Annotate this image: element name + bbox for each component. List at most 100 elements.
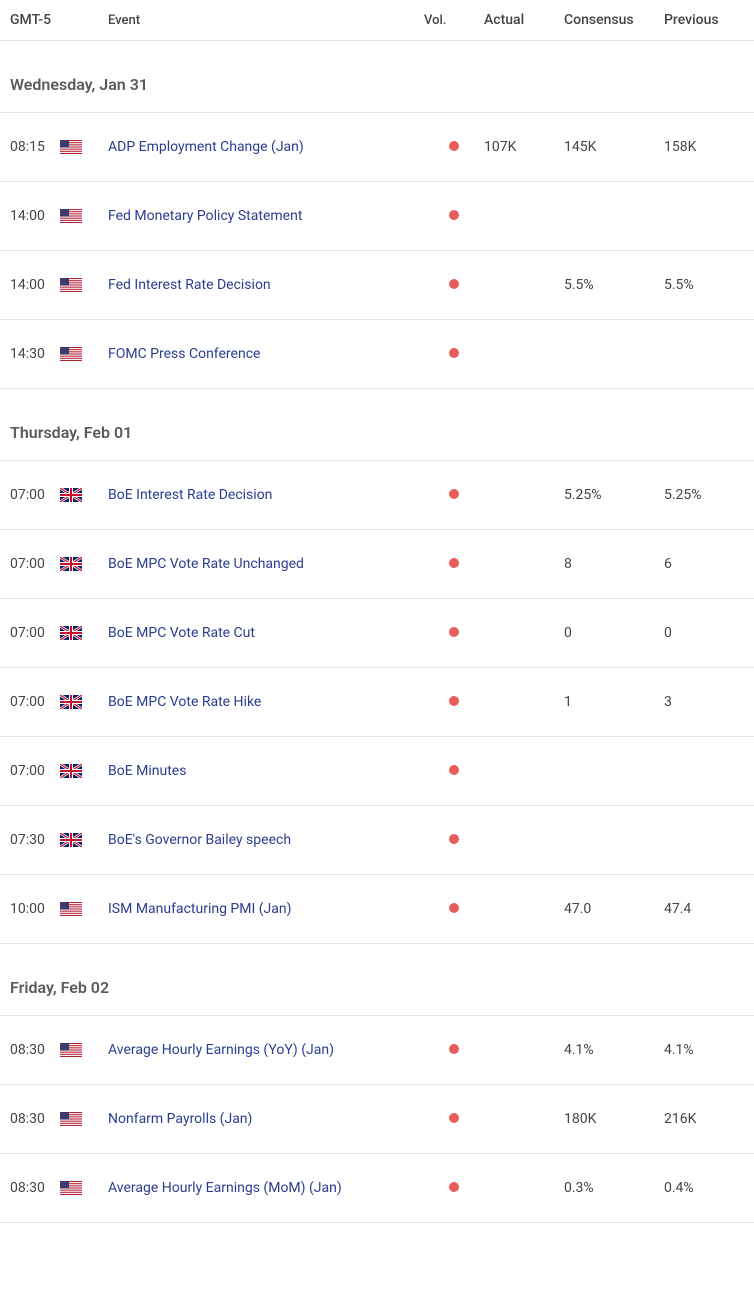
volatility-indicator	[424, 346, 484, 362]
event-previous: 216K	[664, 1111, 744, 1127]
event-actual: 107K	[484, 139, 564, 155]
event-previous: 0	[664, 625, 744, 641]
volatility-indicator	[424, 1180, 484, 1196]
event-time: 07:00	[10, 763, 60, 779]
country-flag-icon	[60, 140, 108, 154]
volatility-dot-icon	[449, 627, 459, 637]
volatility-indicator	[424, 1042, 484, 1058]
header-event[interactable]: Event	[108, 13, 424, 28]
volatility-dot-icon	[449, 1182, 459, 1192]
country-flag-icon	[60, 695, 108, 709]
event-row[interactable]: 08:30 Nonfarm Payrolls (Jan) 180K216K	[0, 1085, 754, 1154]
volatility-indicator	[424, 208, 484, 224]
event-row[interactable]: 07:00 BoE Interest Rate Decision 5.25%5.25…	[0, 461, 754, 530]
volatility-indicator	[424, 763, 484, 779]
event-link[interactable]: ISM Manufacturing PMI (Jan)	[108, 901, 292, 917]
event-link[interactable]: ADP Employment Change (Jan)	[108, 139, 304, 155]
header-consensus[interactable]: Consensus	[564, 12, 664, 28]
event-previous: 5.25%	[664, 487, 744, 503]
event-link[interactable]: Fed Interest Rate Decision	[108, 277, 271, 293]
volatility-dot-icon	[449, 558, 459, 568]
event-time: 07:00	[10, 556, 60, 572]
calendar-body: Wednesday, Jan 3108:15ADP Employment Cha…	[0, 41, 754, 1223]
volatility-dot-icon	[449, 489, 459, 499]
header-previous[interactable]: Previous	[664, 12, 744, 28]
event-time: 08:30	[10, 1180, 60, 1196]
volatility-indicator	[424, 694, 484, 710]
event-row[interactable]: 07:00 BoE Minutes	[0, 737, 754, 806]
country-flag-icon	[60, 347, 108, 361]
country-flag-icon	[60, 1043, 108, 1057]
event-consensus: 4.1%	[564, 1042, 664, 1058]
event-link[interactable]: Nonfarm Payrolls (Jan)	[108, 1111, 252, 1127]
country-flag-icon	[60, 557, 108, 571]
event-time: 14:00	[10, 277, 60, 293]
volatility-indicator	[424, 139, 484, 155]
event-time: 07:00	[10, 487, 60, 503]
volatility-dot-icon	[449, 1113, 459, 1123]
event-consensus: 5.25%	[564, 487, 664, 503]
event-row[interactable]: 10:00 ISM Manufacturing PMI (Jan) 47.047.4	[0, 875, 754, 944]
event-row[interactable]: 07:00 BoE MPC Vote Rate Unchanged 86	[0, 530, 754, 599]
volatility-dot-icon	[449, 141, 459, 151]
event-link[interactable]: Average Hourly Earnings (YoY) (Jan)	[108, 1042, 334, 1058]
event-consensus: 47.0	[564, 901, 664, 917]
event-time: 08:30	[10, 1042, 60, 1058]
volatility-indicator	[424, 832, 484, 848]
event-link[interactable]: BoE MPC Vote Rate Cut	[108, 625, 255, 641]
event-previous: 47.4	[664, 901, 744, 917]
event-row[interactable]: 08:30 Average Hourly Earnings (MoM) (Jan)…	[0, 1154, 754, 1223]
volatility-indicator	[424, 556, 484, 572]
header-actual[interactable]: Actual	[484, 12, 564, 28]
event-time: 07:00	[10, 694, 60, 710]
country-flag-icon	[60, 626, 108, 640]
event-link[interactable]: FOMC Press Conference	[108, 346, 260, 362]
event-previous: 6	[664, 556, 744, 572]
event-consensus: 5.5%	[564, 277, 664, 293]
event-time: 08:30	[10, 1111, 60, 1127]
event-time: 14:00	[10, 208, 60, 224]
date-header: Friday, Feb 02	[0, 944, 754, 1016]
volatility-indicator	[424, 487, 484, 503]
event-link[interactable]: Fed Monetary Policy Statement	[108, 208, 302, 224]
header-time[interactable]: GMT-5	[10, 12, 60, 28]
event-previous: 158K	[664, 139, 744, 155]
event-consensus: 8	[564, 556, 664, 572]
event-link[interactable]: BoE Interest Rate Decision	[108, 487, 272, 503]
event-time: 14:30	[10, 346, 60, 362]
volatility-dot-icon	[449, 1044, 459, 1054]
volatility-dot-icon	[449, 903, 459, 913]
volatility-indicator	[424, 901, 484, 917]
volatility-dot-icon	[449, 765, 459, 775]
event-previous: 0.4%	[664, 1180, 744, 1196]
event-link[interactable]: BoE MPC Vote Rate Unchanged	[108, 556, 304, 572]
event-link[interactable]: BoE Minutes	[108, 763, 186, 779]
event-previous: 4.1%	[664, 1042, 744, 1058]
event-consensus: 180K	[564, 1111, 664, 1127]
event-row[interactable]: 08:15ADP Employment Change (Jan)107K145K…	[0, 113, 754, 182]
date-header: Thursday, Feb 01	[0, 389, 754, 461]
event-row[interactable]: 07:00BoE MPC Vote Rate Hike13	[0, 668, 754, 737]
event-time: 07:00	[10, 625, 60, 641]
event-time: 10:00	[10, 901, 60, 917]
event-link[interactable]: Average Hourly Earnings (MoM) (Jan)	[108, 1180, 342, 1196]
event-row[interactable]: 07:00 BoE MPC Vote Rate Cut 00	[0, 599, 754, 668]
event-time: 07:30	[10, 832, 60, 848]
event-consensus: 0	[564, 625, 664, 641]
event-row[interactable]: 07:30 BoE's Governor Bailey speech	[0, 806, 754, 875]
event-link[interactable]: BoE MPC Vote Rate Hike	[108, 694, 261, 710]
country-flag-icon	[60, 764, 108, 778]
event-previous: 3	[664, 694, 744, 710]
event-row[interactable]: 14:00Fed Interest Rate Decision5.5%5.5%	[0, 251, 754, 320]
volatility-dot-icon	[449, 696, 459, 706]
volatility-indicator	[424, 277, 484, 293]
event-consensus: 0.3%	[564, 1180, 664, 1196]
event-row[interactable]: 14:30 FOMC Press Conference	[0, 320, 754, 389]
event-time: 08:15	[10, 139, 60, 155]
event-link[interactable]: BoE's Governor Bailey speech	[108, 832, 291, 848]
event-row[interactable]: 08:30 Average Hourly Earnings (YoY) (Jan)…	[0, 1016, 754, 1085]
event-row[interactable]: 14:00 Fed Monetary Policy Statement	[0, 182, 754, 251]
header-vol[interactable]: Vol.	[424, 13, 484, 28]
country-flag-icon	[60, 1112, 108, 1126]
country-flag-icon	[60, 209, 108, 223]
